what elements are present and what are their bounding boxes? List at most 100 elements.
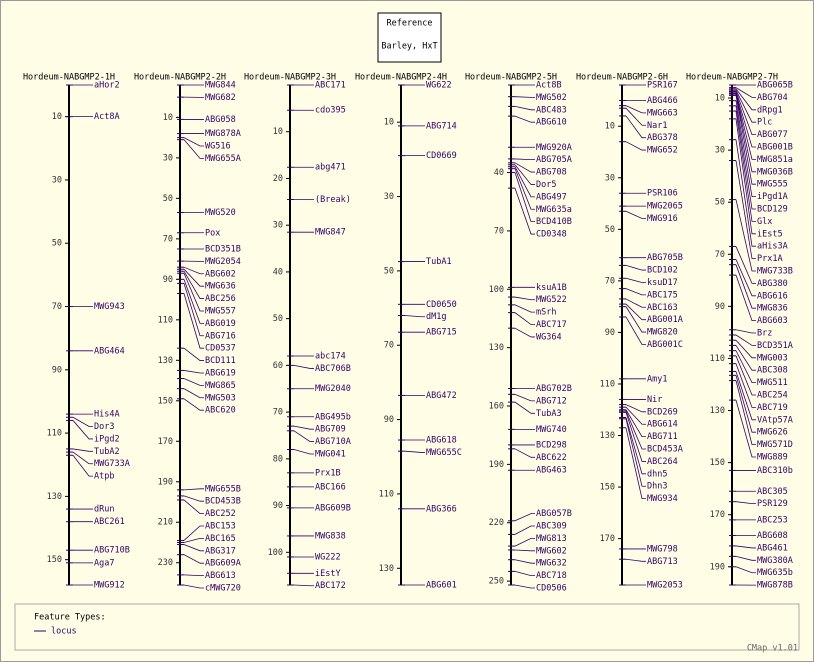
axis-tick-label: 20	[273, 174, 283, 184]
feature-label: MWG916	[647, 214, 678, 224]
feature-label: Plc	[757, 118, 772, 128]
feature-label: MWG041	[315, 449, 346, 459]
axis-tick-label: 150	[158, 396, 173, 406]
feature-label: ABG613	[205, 571, 236, 581]
axis-tick-label: 130	[47, 492, 62, 502]
axis-tick-label: 210	[158, 518, 173, 528]
feature-label: ABG712	[536, 396, 567, 406]
feature-label: MWG813	[536, 534, 567, 544]
feature-label: MWG511	[757, 378, 788, 388]
feature-label: Brz	[757, 329, 772, 339]
feature-label: ABG463	[536, 466, 567, 476]
feature-label: BCD298	[536, 440, 567, 450]
axis-tick-label: 90	[163, 275, 173, 285]
feature-label: WG622	[426, 81, 452, 91]
feature-connector	[625, 141, 646, 151]
feature-label: ABG608	[757, 531, 788, 541]
feature-connector	[514, 304, 535, 313]
feature-label: MWG920A	[536, 143, 572, 153]
feature-label: ABG057B	[536, 509, 572, 519]
feature-label: MWG733A	[94, 459, 130, 469]
feature-label: CD0506	[536, 584, 567, 594]
feature-connector	[735, 350, 756, 384]
feature-connector	[735, 259, 756, 297]
feature-label: iEst5	[757, 229, 783, 239]
feature-label: MWG740	[536, 425, 567, 435]
feature-connector	[735, 345, 756, 371]
feature-connector	[735, 87, 756, 98]
axis-tick-label: 90	[273, 501, 283, 511]
feature-label: ABG602	[205, 269, 236, 279]
map-title: Hordeum-NABGMP2-7H	[686, 73, 778, 83]
axis-tick-label: 50	[163, 194, 173, 204]
feature-connector	[735, 160, 756, 260]
feature-label: ABG710A	[315, 437, 351, 447]
feature-label: PSR106	[647, 189, 678, 199]
feature-label: Act8B	[536, 81, 562, 91]
axis-tick-label: 90	[52, 365, 62, 375]
feature-connector	[72, 455, 93, 477]
feature-connector	[735, 110, 756, 222]
axis-tick-label: 130	[710, 406, 725, 416]
feature-connector	[72, 420, 93, 440]
feature-label: ABG001B	[757, 143, 793, 153]
axis-tick-label: 30	[715, 146, 725, 156]
feature-connector	[625, 558, 646, 562]
feature-connector	[183, 544, 204, 552]
feature-label: ABC175	[647, 290, 678, 300]
feature-label: Nir	[647, 395, 662, 405]
feature-label: MWG626	[757, 428, 788, 438]
feature-connector	[735, 566, 756, 574]
feature-connector	[735, 93, 756, 160]
feature-label: ABC622	[536, 453, 567, 463]
feature-label: BCD269	[647, 407, 678, 417]
feature-label: ABC718	[536, 571, 567, 581]
feature-label: ABG378	[647, 133, 678, 143]
feature-label: CD0537	[205, 344, 236, 354]
axis-tick-label: 10	[715, 94, 725, 104]
feature-connector	[625, 303, 646, 321]
feature-label: ABG001A	[647, 315, 683, 325]
feature-connector	[183, 378, 204, 386]
feature-connector	[183, 279, 204, 324]
feature-connector	[514, 158, 535, 161]
feature-label: ABC171	[315, 81, 346, 91]
feature-connector	[735, 100, 756, 198]
feature-connector	[625, 404, 646, 413]
feature-connector	[72, 451, 93, 465]
feature-label: His4A	[94, 410, 120, 420]
feature-label: MWG2054	[205, 257, 241, 267]
feature-label: dM1g	[426, 312, 446, 322]
feature-label: ABG702B	[536, 384, 572, 394]
feature-connector	[735, 91, 756, 136]
axis-tick-label: 50	[384, 266, 394, 276]
feature-connector	[735, 264, 756, 309]
feature-label: CD0669	[426, 151, 457, 161]
feature-label: CD0348	[536, 230, 567, 240]
feature-label: dRpg1	[757, 105, 783, 115]
axis-tick-label: 70	[163, 234, 173, 244]
reference-title: Reference	[386, 19, 432, 29]
feature-connector	[625, 412, 646, 462]
feature-connector	[183, 398, 204, 411]
feature-label: ABC483	[536, 105, 567, 115]
axis-tick-label: 50	[52, 239, 62, 249]
feature-label: MWG503	[205, 393, 236, 403]
feature-label: MWG733B	[757, 267, 793, 277]
feature-label: MWG520	[205, 208, 236, 218]
feature-label: ABG609A	[205, 559, 241, 569]
feature-connector	[183, 283, 204, 337]
feature-connector	[183, 499, 204, 514]
axis-tick-label: 50	[605, 225, 615, 235]
feature-label: ABG497	[536, 192, 567, 202]
feature-connector	[514, 312, 535, 325]
feature-connector	[735, 94, 756, 173]
feature-label: MWG003	[757, 353, 788, 363]
axis-tick-label: 10	[52, 112, 62, 122]
feature-label: Atpb	[94, 472, 114, 482]
feature-connector	[514, 525, 535, 535]
feature-label: Amy1	[647, 374, 667, 384]
feature-label: ABC261	[94, 517, 125, 527]
feature-connector	[735, 501, 756, 505]
